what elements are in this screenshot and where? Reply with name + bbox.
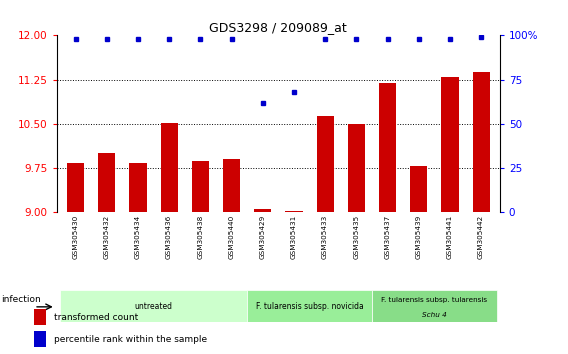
Text: GSM305434: GSM305434 [135, 215, 141, 259]
FancyBboxPatch shape [60, 290, 247, 322]
Bar [410, 166, 427, 212]
Text: infection: infection [1, 295, 41, 304]
Text: GSM305441: GSM305441 [447, 215, 453, 259]
Text: GSM305436: GSM305436 [166, 215, 172, 259]
Text: GSM305435: GSM305435 [353, 215, 360, 259]
Bar [34, 331, 47, 348]
Bar [223, 159, 240, 212]
FancyBboxPatch shape [372, 290, 497, 322]
Text: untreated: untreated [135, 302, 173, 311]
Text: GSM305430: GSM305430 [73, 215, 78, 259]
Bar [34, 309, 47, 325]
Text: GSM305431: GSM305431 [291, 215, 297, 259]
Text: F. tularensis subsp. tularensis: F. tularensis subsp. tularensis [381, 297, 487, 303]
Title: GDS3298 / 209089_at: GDS3298 / 209089_at [210, 21, 347, 34]
Bar [379, 82, 396, 212]
Text: GSM305440: GSM305440 [228, 215, 235, 259]
Bar [441, 77, 458, 212]
Text: F. tularensis subsp. novicida: F. tularensis subsp. novicida [256, 302, 364, 311]
Bar [473, 72, 490, 212]
Bar [316, 116, 334, 212]
Bar [98, 153, 115, 212]
Bar [67, 164, 84, 212]
Text: transformed count: transformed count [54, 313, 138, 322]
Bar [161, 123, 178, 212]
Text: Schu 4: Schu 4 [422, 312, 446, 318]
Bar [192, 161, 209, 212]
Text: GSM305442: GSM305442 [478, 215, 484, 259]
FancyBboxPatch shape [247, 290, 372, 322]
Bar [254, 210, 272, 212]
Bar [285, 211, 303, 212]
Text: GSM305439: GSM305439 [416, 215, 421, 259]
Bar [130, 164, 147, 212]
Text: GSM305438: GSM305438 [197, 215, 203, 259]
Text: GSM305432: GSM305432 [104, 215, 110, 259]
Text: GSM305437: GSM305437 [385, 215, 391, 259]
Bar [348, 125, 365, 212]
Text: GSM305429: GSM305429 [260, 215, 266, 259]
Text: percentile rank within the sample: percentile rank within the sample [54, 335, 207, 344]
Text: GSM305433: GSM305433 [322, 215, 328, 259]
